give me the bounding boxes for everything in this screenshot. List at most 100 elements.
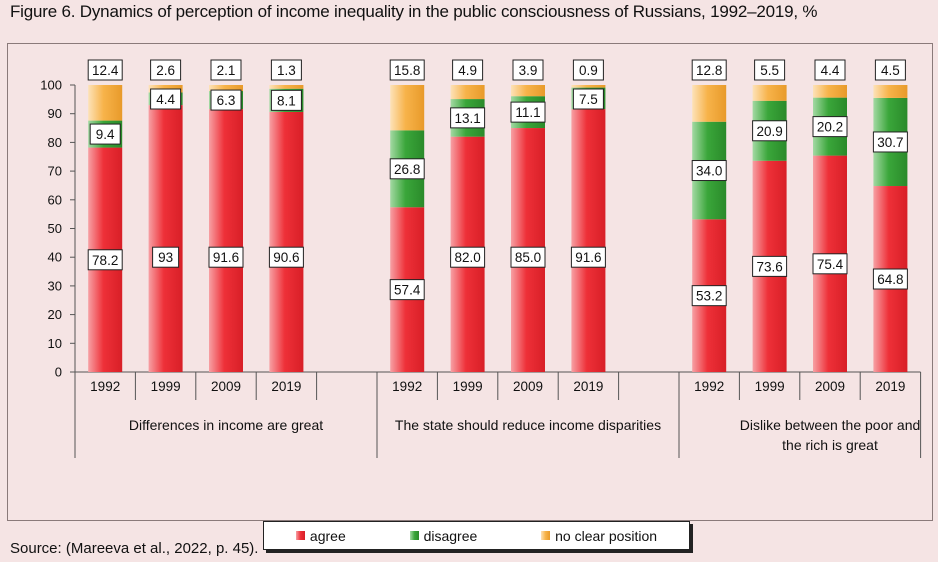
data-label-agree-box <box>268 246 304 268</box>
chart-legend: agree disagree no clear position <box>263 521 690 550</box>
data-label-no-clear-position: 2.6 <box>156 63 175 78</box>
stacked-bar-chart: 0 10 20 30 40 50 60 70 80 90 100 1992 78.2 9.4 12.4 199… <box>40 59 922 458</box>
data-label-disagree-box <box>89 123 121 145</box>
y-tick-label: 10 <box>48 336 62 351</box>
data-label-disagree: 26.8 <box>394 162 420 177</box>
data-label-disagree-box <box>572 88 604 110</box>
data-label-no-clear-position-box <box>512 59 544 81</box>
y-tick-label: 40 <box>48 250 62 265</box>
data-label-disagree: 9.4 <box>96 127 115 142</box>
figure-title: Figure 6. Dynamics of perception of inco… <box>10 2 818 21</box>
data-label-no-clear-position: 12.4 <box>92 63 119 78</box>
legend-label-disagree: disagree <box>423 527 478 544</box>
bar-no-clear-position <box>450 85 485 100</box>
data-label-no-clear-position: 4.9 <box>458 63 477 78</box>
data-label-no-clear-position-box <box>754 59 786 81</box>
source-note: Source: (Mareeva et al., 2022, p. 45). <box>10 540 259 557</box>
y-tick-label: 0 <box>55 365 62 380</box>
data-label-no-clear-position-box <box>210 59 242 81</box>
y-tick-label: 90 <box>48 106 62 121</box>
bar-no-clear-position <box>571 85 606 88</box>
data-label-no-clear-position-box <box>389 59 425 81</box>
data-label-agree-box <box>87 249 123 271</box>
y-tick-label: 60 <box>48 192 62 207</box>
data-label-agree-box <box>510 246 546 268</box>
x-tick-label: 1992 <box>90 379 120 394</box>
bar-no-clear-position <box>88 85 123 121</box>
data-label-disagree-box <box>691 160 727 182</box>
data-label-disagree-box <box>450 107 486 129</box>
data-label-disagree: 20.9 <box>756 124 782 139</box>
data-label-no-clear-position: 4.4 <box>821 63 840 78</box>
data-label-no-clear-position: 4.5 <box>881 63 900 78</box>
x-tick-label: 2019 <box>271 379 301 394</box>
bar-agree <box>209 109 243 372</box>
y-tick-label: 80 <box>48 135 62 150</box>
data-label-agree-box <box>752 255 788 277</box>
data-label-disagree: 11.1 <box>515 105 540 120</box>
legend-label-no-clear-position: no clear position <box>555 527 658 544</box>
data-label-disagree: 13.1 <box>454 111 480 126</box>
group-label: The state should reduce income dispariti… <box>395 417 661 433</box>
y-tick-label: 30 <box>48 278 62 293</box>
data-label-agree-box <box>152 246 180 268</box>
bar-no-clear-position <box>209 85 243 92</box>
data-label-disagree-box <box>812 116 848 138</box>
bar-no-clear-position <box>752 85 787 101</box>
data-label-disagree: 34.0 <box>696 164 722 179</box>
data-label-agree: 75.4 <box>817 257 844 272</box>
data-label-no-clear-position: 1.3 <box>277 63 296 78</box>
group-label-line: the rich is great <box>782 437 878 453</box>
data-label-agree: 91.6 <box>575 250 601 265</box>
chart-area: 0 10 20 30 40 50 60 70 80 90 100 1992 78.2 9.4 12.4 199… <box>7 43 933 550</box>
data-label-disagree: 8.1 <box>277 93 296 108</box>
bar-no-clear-position <box>390 85 425 131</box>
legend-item-no-clear-position: no clear position <box>541 528 657 544</box>
data-label-no-clear-position: 3.9 <box>519 63 538 78</box>
data-label-no-clear-position-box <box>270 59 302 81</box>
y-tick-label: 70 <box>48 164 62 179</box>
x-tick-label: 2009 <box>513 379 543 394</box>
y-tick-label: 100 <box>40 78 62 93</box>
bar-agree <box>148 105 183 372</box>
bar-no-clear-position <box>873 85 908 98</box>
data-label-agree: 85.0 <box>515 250 541 265</box>
data-label-agree-box <box>208 246 244 268</box>
data-label-disagree: 4.4 <box>156 92 175 107</box>
data-label-no-clear-position-box <box>874 59 906 81</box>
y-tick-label: 50 <box>48 221 62 236</box>
data-label-agree-box <box>389 279 425 301</box>
data-label-agree: 91.6 <box>213 250 239 265</box>
group-label: Differences in income are great <box>129 417 323 433</box>
legend-label-agree: agree <box>309 527 346 544</box>
x-tick-label: 2009 <box>211 379 241 394</box>
bar-no-clear-position <box>511 85 545 97</box>
bar-agree <box>571 109 606 372</box>
legend-item-agree: agree <box>295 527 346 544</box>
data-label-disagree-box <box>752 120 788 142</box>
data-label-disagree: 20.2 <box>817 120 843 135</box>
data-label-agree-box <box>450 246 486 268</box>
data-label-disagree-box <box>510 101 546 123</box>
data-label-no-clear-position: 15.8 <box>394 63 420 78</box>
data-label-disagree-box <box>270 89 302 111</box>
x-tick-label: 2009 <box>815 379 845 394</box>
data-label-no-clear-position: 2.1 <box>217 63 236 78</box>
data-label-no-clear-position-box <box>572 59 604 81</box>
legend-item-disagree: disagree <box>409 527 478 544</box>
bar-no-clear-position <box>692 85 727 122</box>
x-tick-label: 1999 <box>453 379 483 394</box>
data-label-agree: 64.8 <box>877 272 903 287</box>
data-label-no-clear-position-box <box>691 59 727 81</box>
data-label-disagree-box <box>389 158 425 180</box>
data-label-agree: 90.6 <box>273 250 299 265</box>
data-label-disagree-box <box>210 89 242 111</box>
data-label-no-clear-position-box <box>87 59 123 81</box>
data-label-agree-box <box>570 246 606 268</box>
x-tick-label: 1999 <box>755 379 785 394</box>
bar-no-clear-position <box>813 85 847 98</box>
data-label-disagree: 30.7 <box>877 135 903 150</box>
data-label-agree: 82.0 <box>454 250 480 265</box>
data-label-agree: 78.2 <box>92 253 118 268</box>
data-label-agree: 57.4 <box>394 283 421 298</box>
